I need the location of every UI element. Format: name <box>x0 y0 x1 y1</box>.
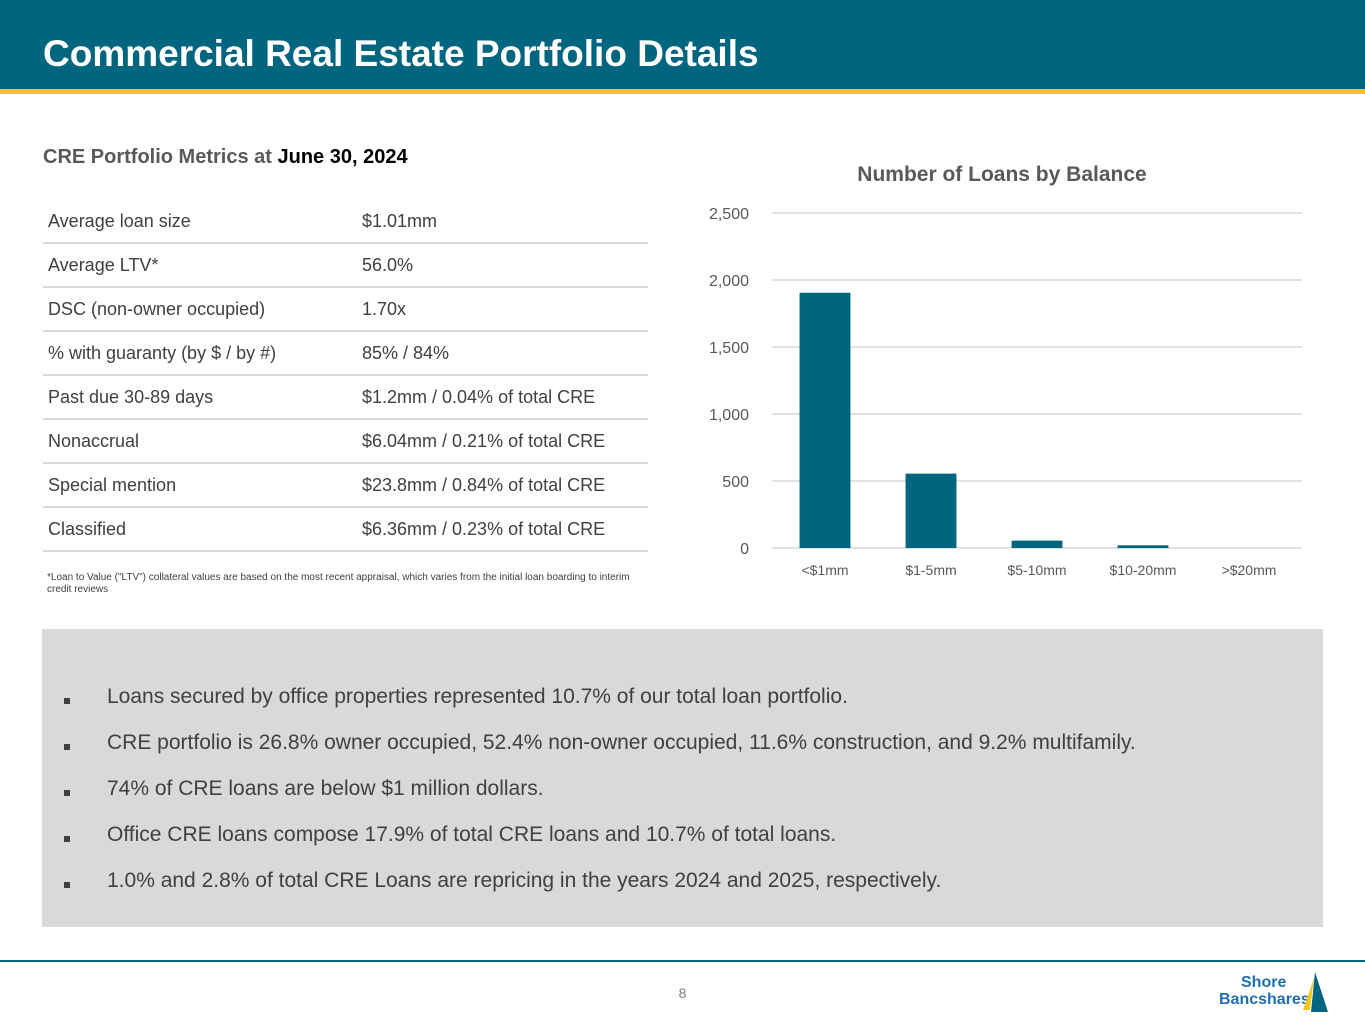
metrics-title-date: June 30, 2024 <box>277 146 408 168</box>
logo-line1: Shore <box>1241 974 1287 991</box>
metrics-row: Classified $6.36mm / 0.23% of total CRE <box>43 507 648 552</box>
metric-value: $23.8mm / 0.84% of total CRE <box>357 463 648 508</box>
header-bar: Commercial Real Estate Portfolio Details <box>0 0 1365 89</box>
metrics-row: Average loan size $1.01mm <box>43 200 648 244</box>
company-logo: Shore Bancshares <box>1215 970 1333 1016</box>
metrics-row: Average LTV* 56.0% <box>43 243 648 288</box>
bullet-square-icon <box>64 790 70 796</box>
header-accent-stripe <box>0 89 1365 94</box>
metrics-row: DSC (non-owner occupied) 1.70x <box>43 287 648 332</box>
key-point-text: CRE portfolio is 26.8% owner occupied, 5… <box>107 731 1136 754</box>
metric-value: $1.2mm / 0.04% of total CRE <box>357 375 648 420</box>
metrics-title: CRE Portfolio Metrics at June 30, 2024 <box>43 146 408 169</box>
key-point-text: Office CRE loans compose 17.9% of total … <box>107 823 837 846</box>
logo-line2: Bancshares <box>1219 991 1310 1008</box>
page-title: Commercial Real Estate Portfolio Details <box>43 33 759 74</box>
metrics-row: Special mention $23.8mm / 0.84% of total … <box>43 463 648 508</box>
metrics-table: Average loan size $1.01mm Average LTV* 56.0… <box>43 200 648 552</box>
metrics-row: Nonaccrual $6.04mm / 0.21% of total CRE <box>43 419 648 464</box>
y-tick-label: 500 <box>722 474 749 491</box>
x-tick-label: $10-20mm <box>1110 562 1177 578</box>
y-tick-label: 1,500 <box>709 340 749 357</box>
x-tick-label: $1-5mm <box>905 562 956 578</box>
bullet-square-icon <box>64 744 70 750</box>
bullet-square-icon <box>64 882 70 888</box>
y-tick-label: 2,000 <box>709 273 749 290</box>
metric-value: $1.01mm <box>357 200 648 244</box>
metric-label: Nonaccrual <box>43 419 357 464</box>
metrics-row: % with guaranty (by $ / by #) 85% / 84% <box>43 331 648 376</box>
bar <box>799 292 851 548</box>
metric-label: DSC (non-owner occupied) <box>43 287 357 332</box>
metric-value: 56.0% <box>357 243 648 288</box>
metric-label: Special mention <box>43 463 357 508</box>
metric-value: $6.36mm / 0.23% of total CRE <box>357 507 648 552</box>
bullet-square-icon <box>64 698 70 704</box>
metric-value: 85% / 84% <box>357 331 648 376</box>
key-point-text: 1.0% and 2.8% of total CRE Loans are rep… <box>107 869 942 892</box>
metric-value: $6.04mm / 0.21% of total CRE <box>357 419 648 464</box>
sailboat-icon <box>1303 972 1328 1012</box>
metric-label: % with guaranty (by $ / by #) <box>43 331 357 376</box>
metric-label: Average loan size <box>43 200 357 244</box>
bar <box>905 473 957 548</box>
metric-label: Past due 30-89 days <box>43 375 357 420</box>
key-point-text: Loans secured by office properties repre… <box>107 685 848 708</box>
metric-label: Classified <box>43 507 357 552</box>
metric-value: 1.70x <box>357 287 648 332</box>
x-tick-label: $5-10mm <box>1007 562 1066 578</box>
y-tick-label: 2,500 <box>709 206 749 223</box>
chart-title: Number of Loans by Balance <box>857 163 1146 186</box>
y-tick-label: 1,000 <box>709 407 749 424</box>
loans-by-balance-chart: Number of Loans by Balance 0 500 1,000 1,50… <box>709 163 1302 578</box>
key-point-text: 74% of CRE loans are below $1 million do… <box>107 777 544 800</box>
metrics-title-prefix: CRE Portfolio Metrics at <box>43 146 278 168</box>
metrics-row: Past due 30-89 days $1.2mm / 0.04% of tot… <box>43 375 648 420</box>
footer-divider <box>0 960 1365 962</box>
bullet-square-icon <box>64 836 70 842</box>
x-tick-label: <$1mm <box>801 562 848 578</box>
bar <box>1117 545 1169 548</box>
y-tick-label: 0 <box>740 541 749 558</box>
x-tick-label: >$20mm <box>1222 562 1277 578</box>
metric-label: Average LTV* <box>43 243 357 288</box>
key-points-panel: Loans secured by office properties repre… <box>42 629 1323 927</box>
ltv-footnote: *Loan to Value ("LTV") collateral values… <box>47 572 630 595</box>
bar <box>1011 540 1063 548</box>
page-number: 8 <box>678 985 687 1001</box>
